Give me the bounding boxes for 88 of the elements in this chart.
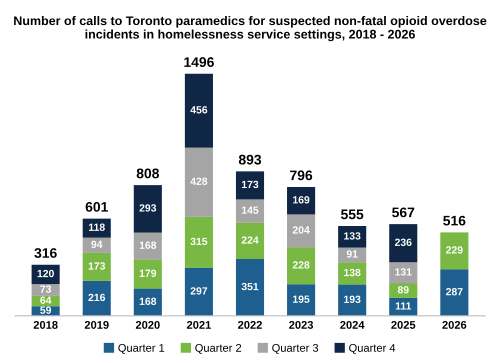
x-tick-label: 2022	[238, 320, 262, 329]
data-label: 236	[394, 238, 412, 246]
data-label: 173	[242, 180, 258, 188]
x-tick-label: 2025	[391, 320, 416, 329]
total-label: 808	[136, 168, 159, 178]
data-label: 91	[346, 250, 358, 258]
total-label: 1496	[184, 57, 214, 68]
bar	[338, 226, 366, 248]
bar	[184, 268, 213, 316]
data-label: 89	[398, 286, 409, 294]
legend-label: Quarter 1	[118, 344, 164, 354]
x-tick-label: 2026	[442, 320, 466, 329]
data-label: 131	[395, 268, 412, 276]
total-label: 893	[238, 154, 262, 165]
bar	[32, 264, 60, 284]
data-label: 315	[190, 238, 208, 246]
data-label: 428	[190, 178, 208, 185]
data-label: 168	[140, 242, 156, 249]
x-tick-label: 2020	[136, 320, 160, 329]
bar	[134, 232, 162, 260]
bar	[82, 252, 111, 281]
data-label: 111	[396, 302, 412, 310]
data-label: 120	[38, 270, 54, 278]
bar	[287, 284, 316, 316]
data-label: 195	[293, 295, 310, 303]
bar	[134, 288, 162, 316]
bar	[82, 280, 111, 316]
data-label: 456	[190, 106, 208, 114]
data-label: 224	[242, 236, 259, 244]
bar	[82, 218, 111, 238]
bar	[184, 148, 213, 217]
data-label: 73	[40, 285, 52, 293]
data-label: 216	[88, 294, 106, 302]
bar	[287, 187, 316, 214]
data-label: 169	[293, 196, 310, 204]
x-tick-label: 2018	[34, 320, 58, 329]
bar	[389, 224, 418, 262]
bar	[184, 74, 213, 148]
bar	[32, 284, 60, 296]
bar	[338, 284, 366, 316]
data-label: 293	[140, 204, 156, 212]
bar	[134, 185, 162, 232]
bar	[287, 247, 316, 284]
data-label: 168	[140, 298, 156, 306]
bar	[184, 216, 213, 268]
data-label: 204	[292, 226, 310, 234]
data-label: 297	[190, 287, 208, 295]
data-label: 229	[446, 246, 463, 254]
x-tick-label: 2024	[340, 320, 364, 329]
data-label: 133	[344, 232, 360, 240]
chart-title: Number of calls to Toronto paramedics for suspected non-fatal opioid overdose incidents in homelessness service settings, 2018 - 2026	[14, 16, 486, 42]
bar	[287, 214, 316, 248]
x-tick-label: 2023	[289, 320, 314, 329]
bar	[236, 222, 264, 260]
data-label: 138	[344, 268, 361, 276]
data-label: 59	[40, 306, 52, 314]
total-label: 601	[86, 202, 108, 212]
data-label: 287	[446, 288, 463, 296]
total-label: 567	[392, 207, 414, 218]
x-tick-label: 2019	[84, 320, 109, 329]
x-tick-label: 2021	[186, 320, 211, 329]
bar	[440, 269, 468, 316]
total-label: 555	[341, 210, 364, 220]
bar	[389, 298, 418, 316]
bar	[236, 171, 264, 200]
total-label: 316	[34, 248, 57, 258]
bar	[389, 283, 418, 298]
bar	[440, 232, 468, 270]
data-label: 64	[40, 296, 52, 304]
data-label: 94	[91, 240, 102, 248]
data-label: 228	[292, 261, 310, 269]
bar	[236, 259, 264, 316]
data-label: 351	[242, 282, 258, 290]
legend-label: Quarter 4	[349, 344, 396, 354]
bar	[389, 262, 418, 284]
bar	[82, 238, 111, 253]
data-label: 173	[88, 262, 106, 270]
data-label: 118	[88, 224, 105, 231]
data-label: 193	[344, 296, 360, 304]
legend-label: Quarter 3	[272, 344, 318, 354]
data-label: 145	[242, 206, 258, 214]
bar	[134, 260, 162, 289]
total-label: 516	[443, 216, 466, 226]
legend-label: Quarter 2	[195, 344, 242, 354]
total-label: 796	[290, 170, 312, 180]
data-label: 179	[140, 270, 156, 277]
bar	[338, 248, 366, 262]
bar	[236, 199, 264, 223]
